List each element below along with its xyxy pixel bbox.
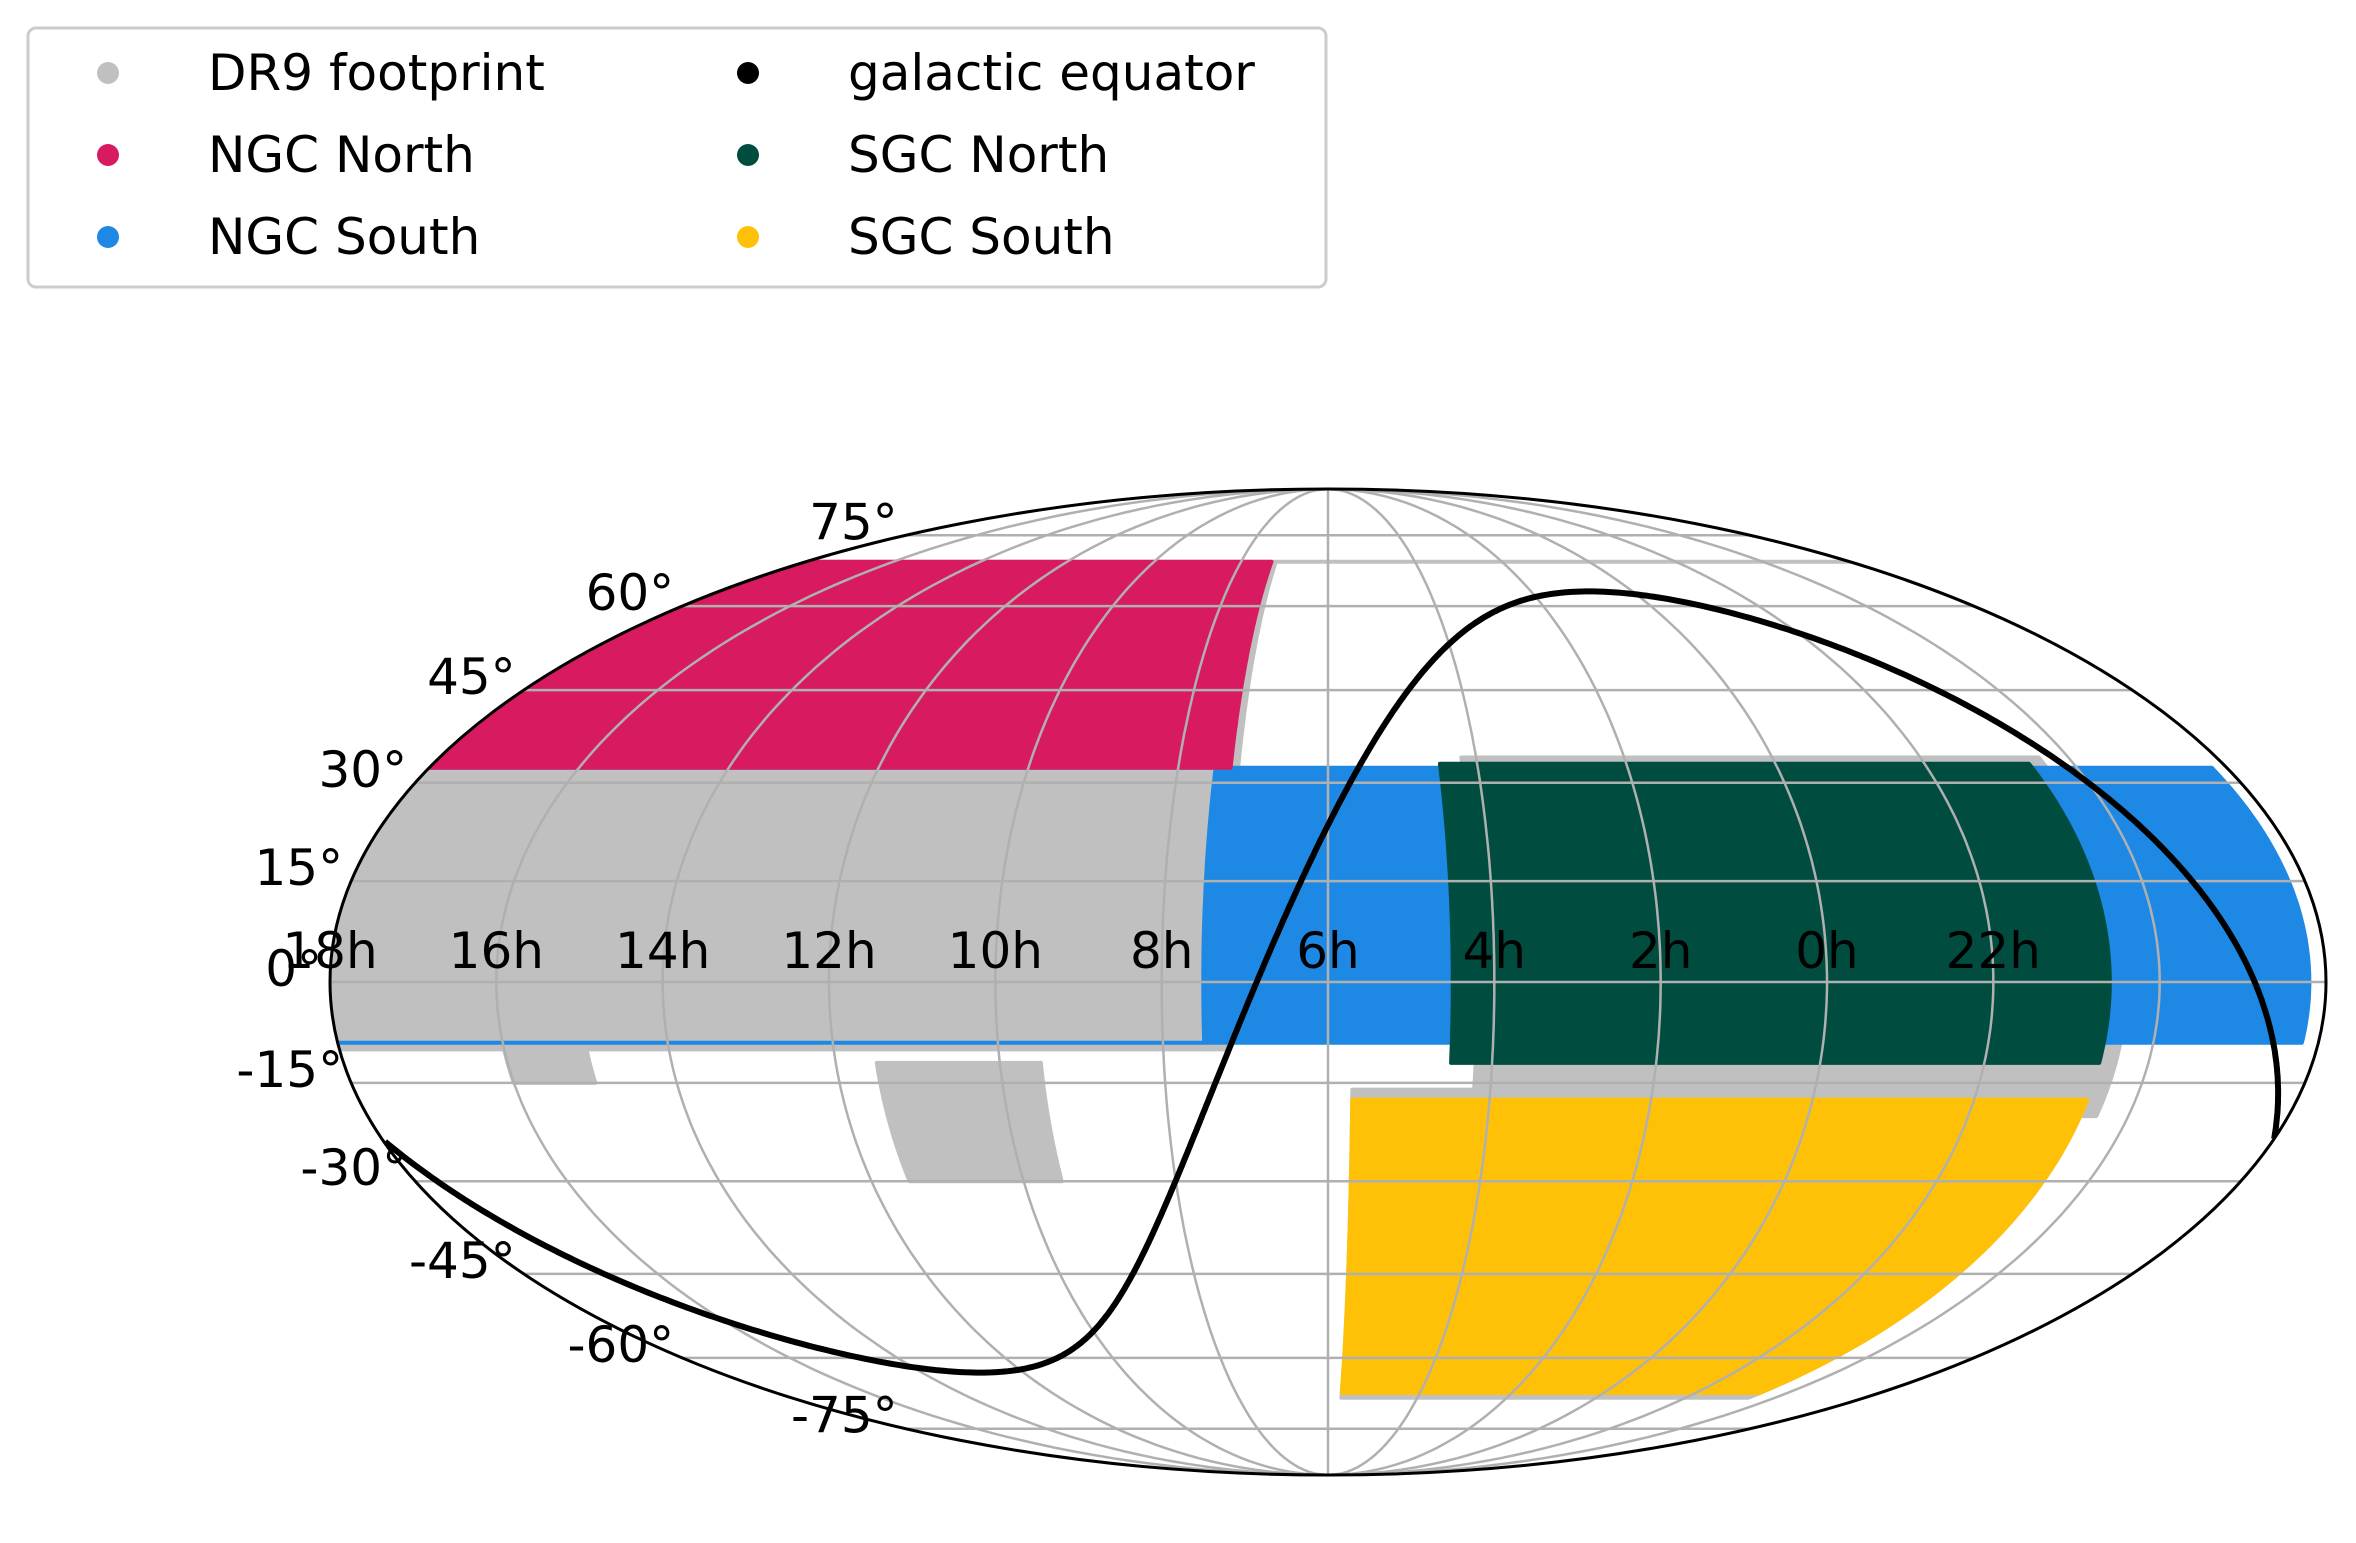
ra-tick-label: 6h	[1296, 922, 1360, 980]
dec-tick-labels: 75° 60° 45° 30° 15° 0° -15° -30°-45° -60° -75°	[236, 493, 897, 1444]
legend-label-sgc-south: SGC South	[848, 208, 1115, 266]
dec-tick-label: 0°	[265, 940, 322, 998]
ra-tick-labels: 18h 16h 14h 12h 10h 8h 6h 4h 2h 0h 22h	[282, 922, 2041, 980]
ra-tick-label: 8h	[1130, 922, 1194, 980]
footprint-regions	[330, 559, 2312, 1400]
ra-tick-label: 0h	[1795, 922, 1859, 980]
ra-tick-label: 22h	[1946, 922, 2041, 980]
ra-tick-label: 4h	[1463, 922, 1527, 980]
legend-marker-ngc-south	[97, 226, 119, 248]
ra-tick-label: 14h	[615, 922, 710, 980]
ra-tick-label: 12h	[781, 922, 876, 980]
dec-tick-label: 45°	[427, 648, 516, 706]
dec-tick-label: -75°	[791, 1387, 898, 1445]
ra-tick-label: 2h	[1629, 922, 1693, 980]
legend-label-galactic-equator: galactic equator	[848, 44, 1255, 102]
legend-label-ngc-north: NGC North	[208, 126, 475, 184]
ra-tick-label: 16h	[449, 922, 544, 980]
dec-tick-label: 15°	[254, 839, 343, 897]
dec-tick-label: -15°	[236, 1041, 343, 1099]
projection-frame	[328, 487, 2328, 1477]
legend-marker-ngc-north	[97, 144, 119, 166]
dec-tick-label: -30°	[300, 1139, 407, 1197]
legend-frame	[26, 26, 1328, 289]
region-sgc-south	[1339, 1097, 2090, 1395]
dec-tick-label: 30°	[318, 741, 407, 799]
legend-label-sgc-north: SGC North	[848, 126, 1109, 184]
legend-label-dr9-footprint: DR9 footprint	[208, 44, 545, 102]
dec-tick-label: 75°	[809, 493, 898, 551]
legend-marker-sgc-south	[737, 226, 759, 248]
galactic-equator-layer	[383, 588, 2282, 1376]
ra-tick-label: 18h	[282, 922, 377, 980]
region-ngc-north	[427, 559, 1274, 770]
legend: DR9 footprint NGC North NGC South galactic …	[26, 26, 1328, 289]
dec-tick-label: -45°	[409, 1232, 516, 1290]
legend-marker-sgc-north	[737, 144, 759, 166]
galactic-equator-line	[383, 588, 2282, 1376]
region-dr9-footprint	[874, 1060, 1064, 1184]
region-sgc-north	[1437, 761, 2112, 1065]
legend-label-ngc-south: NGC South	[208, 208, 480, 266]
ra-tick-label: 10h	[948, 922, 1043, 980]
legend-marker-dr9-footprint	[97, 62, 119, 84]
dec-tick-label: 60°	[586, 564, 675, 622]
legend-marker-galactic-equator	[737, 62, 759, 84]
dec-tick-label: -60°	[568, 1316, 675, 1374]
